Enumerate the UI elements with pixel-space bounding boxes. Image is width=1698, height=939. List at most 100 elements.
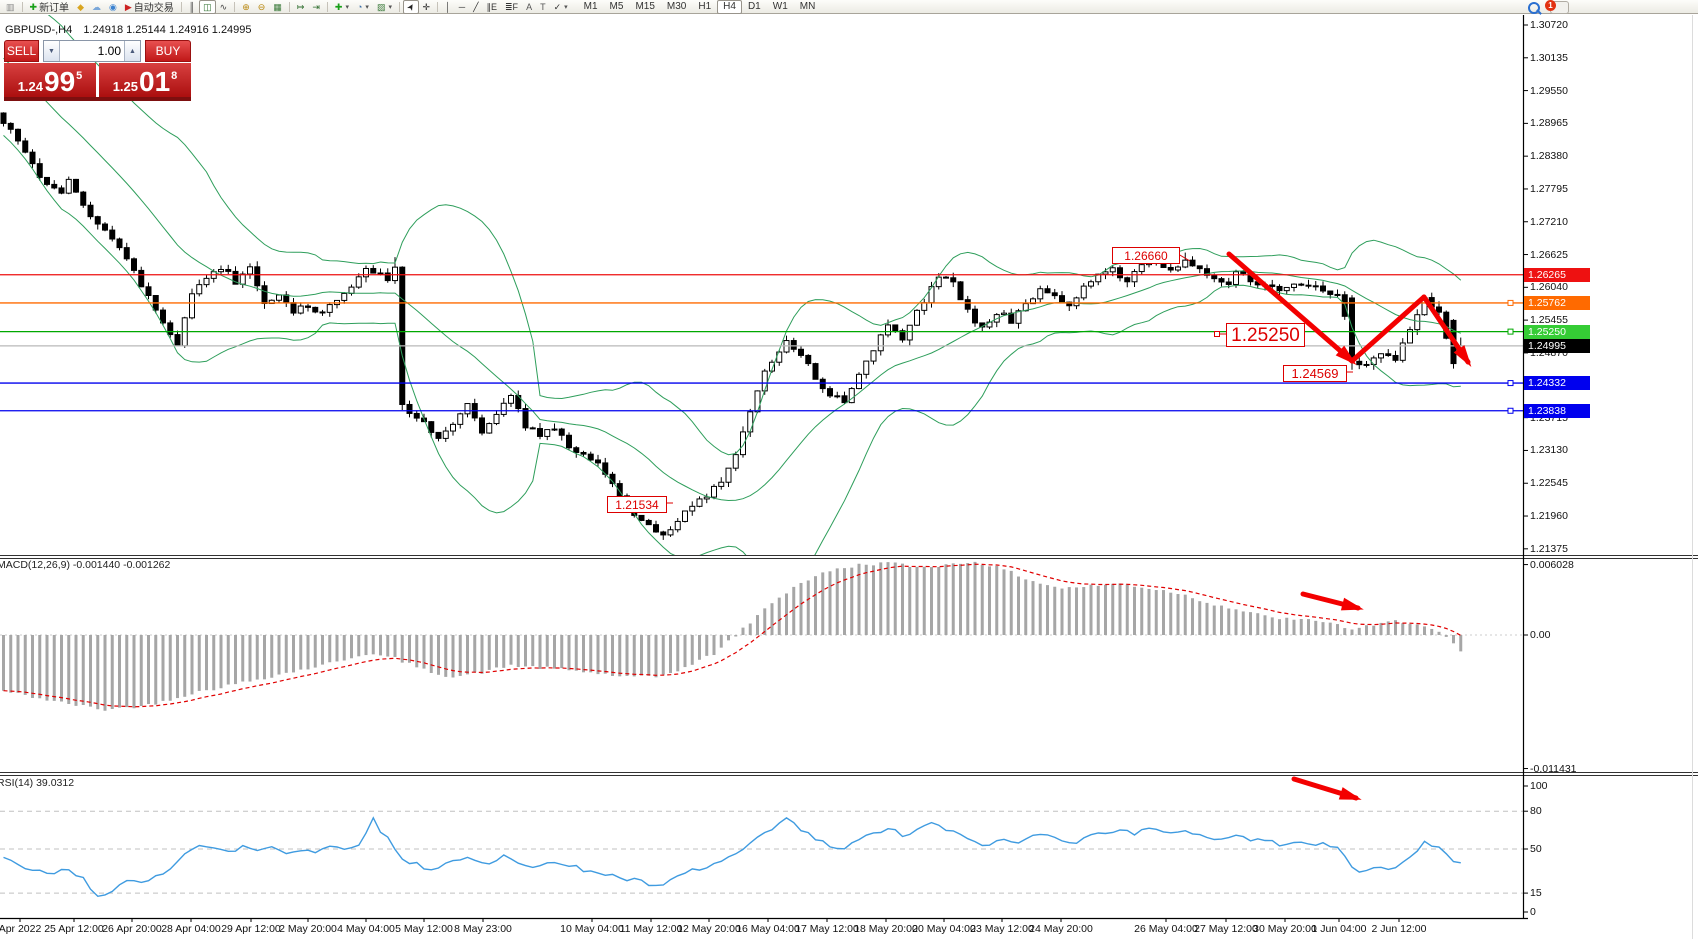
templates-button[interactable]: ▨ ▾ (373, 0, 396, 14)
indicators-button[interactable]: ✚ ▾ (331, 0, 353, 14)
chart-ohlc-values: 1.24918 1.25144 1.24916 1.24995 (83, 24, 252, 36)
trend-arrows (1226, 251, 1472, 801)
new-order-label: 新订单 (39, 3, 70, 14)
periods-dropdown-icon[interactable]: ▾ (365, 3, 369, 11)
arrows-dropdown-icon[interactable]: ▾ (564, 3, 568, 11)
channel-icon: ∥E (486, 1, 498, 12)
timeframe-h1[interactable]: H1 (698, 1, 712, 12)
text-label-icon: T (540, 1, 546, 12)
bollinger-upper (47, 15, 1462, 456)
volume-increase-button[interactable]: ▲ (124, 41, 140, 61)
indicators-dropdown-icon[interactable]: ▾ (345, 3, 349, 11)
volume-stepper: ▼ ▲ (43, 40, 141, 62)
chart-shift-icon: ⇥ (312, 1, 320, 12)
rsi-pane (0, 810, 1523, 898)
one-click-trading-widget: SELL ▼ ▲ BUY 1.24 99 5 1.25 01 8 (4, 40, 191, 101)
toolbar: ▥ ✚ 新订单 ◆ ☁ ◉ ▶ 自动交易 ║ ◫ ∿ ⊕ ⊖ ▦ ↦ ⇥ ✚ ▾ ◔ ▾ ▨ ▾ ➤ ✛ │ ─ ╱ ∥E ≣F A T ✓ ▾… (0, 0, 1698, 14)
periods-icon: ◔ (356, 1, 363, 12)
auto-scroll-icon: ↦ (296, 1, 305, 12)
sell-price-pip: 5 (76, 70, 83, 82)
toolbar-separator (288, 1, 290, 12)
fibonacci-icon: ≣F (505, 1, 519, 12)
toolbar-separator (180, 1, 182, 12)
window-fragment-icon: ▥ (6, 1, 15, 12)
signal-button[interactable]: ◉ (105, 0, 121, 14)
sell-button[interactable]: SELL (4, 40, 39, 62)
buy-price-main: 01 (139, 66, 171, 98)
rsi-indicator-label: RSI(14) 39.0312 (0, 777, 75, 789)
trend-arrow-head (1453, 345, 1472, 367)
templates-icon: ▨ (376, 1, 386, 12)
window-fragment-button[interactable]: ▥ (2, 0, 19, 14)
trend-arrow-head (1338, 787, 1362, 800)
fibonacci-button[interactable]: ≣F (501, 0, 522, 14)
bollinger-middle (3, 57, 1461, 502)
zoom-out-button[interactable]: ⊖ (254, 0, 270, 14)
bar-chart-icon: ║ (188, 1, 196, 12)
cloud-icon: ☁ (91, 1, 101, 12)
buy-price-panel[interactable]: 1.25 01 8 (99, 63, 191, 97)
text-label-button[interactable]: T (536, 0, 550, 14)
line-chart-icon: ∿ (219, 1, 228, 12)
deposit-button[interactable]: ◆ (73, 0, 88, 14)
buy-button[interactable]: BUY (145, 40, 191, 62)
toolbar-separator (21, 1, 23, 12)
text-button[interactable]: A (522, 0, 536, 14)
channel-button[interactable]: ∥E (483, 0, 502, 14)
deposit-icon: ◆ (77, 1, 84, 12)
tile-windows-button[interactable]: ▦ (269, 0, 286, 14)
bollinger-bands (3, 15, 1462, 555)
trend-line-button[interactable]: ╱ (469, 0, 482, 14)
timeframe-bar: M1 M5 M15 M30 H1 H4 D1 W1 MN (578, 0, 822, 14)
price-annotation[interactable]: 1.25250 (1226, 323, 1305, 347)
new-order-button[interactable]: ✚ 新订单 (26, 0, 74, 15)
timeframe-h4[interactable]: H4 (717, 0, 742, 14)
bar-chart-button[interactable]: ║ (185, 0, 199, 14)
timeframe-m30[interactable]: M30 (666, 1, 687, 12)
new-order-icon: ✚ (29, 1, 38, 12)
trend-arrow (1349, 294, 1427, 364)
timeframe-w1[interactable]: W1 (772, 1, 788, 12)
cursor-button[interactable]: ➤ (402, 0, 419, 14)
templates-dropdown-icon[interactable]: ▾ (388, 3, 392, 11)
periods-button[interactable]: ◔ ▾ (353, 0, 373, 14)
timeframe-d1[interactable]: D1 (747, 1, 761, 12)
crosshair-button[interactable]: ✛ (419, 0, 435, 14)
chart-shift-button[interactable]: ⇥ (308, 0, 324, 14)
volume-input[interactable] (60, 41, 124, 61)
arrows-button[interactable]: ✓ ▾ (550, 0, 572, 14)
timeframe-mn[interactable]: MN (799, 1, 816, 12)
vertical-line-icon: │ (445, 1, 451, 12)
trend-arrow-head (1340, 597, 1364, 611)
chat-icon[interactable]: 1 (1545, 0, 1569, 14)
line-chart-button[interactable]: ∿ (216, 0, 232, 14)
volume-decrease-button[interactable]: ▼ (44, 41, 60, 61)
cursor-icon: ➤ (404, 0, 417, 13)
sell-price-panel[interactable]: 1.24 99 5 (4, 63, 96, 97)
toolbar-right-icons: 1 (1528, 0, 1569, 14)
arrows-icon: ✓ (553, 1, 562, 12)
zoom-in-button[interactable]: ⊕ (238, 0, 254, 14)
search-icon[interactable] (1528, 1, 1540, 14)
rsi-line (3, 816, 1461, 898)
price-annotation[interactable]: 1.24569 (1283, 365, 1347, 382)
chart-symbol-timeframe: GBPUSD-,H4 (5, 24, 73, 36)
cloud-button[interactable]: ☁ (88, 0, 105, 14)
sell-price-prefix: 1.24 (17, 79, 44, 94)
toolbar-separator (326, 1, 328, 12)
toolbar-separator (437, 1, 439, 12)
autotrade-button[interactable]: ▶ 自动交易 (121, 0, 178, 15)
price-annotation[interactable]: 1.21534 (607, 496, 667, 513)
bollinger-lower (3, 135, 1461, 555)
price-annotation[interactable]: 1.26660 (1112, 247, 1180, 264)
timeframe-m5[interactable]: M5 (609, 1, 624, 12)
auto-scroll-button[interactable]: ↦ (293, 0, 309, 14)
candlestick-chart-button[interactable]: ◫ (199, 0, 216, 14)
timeframe-m1[interactable]: M1 (583, 1, 598, 12)
horizontal-line-button[interactable]: ─ (455, 0, 469, 14)
vertical-line-button[interactable]: │ (441, 0, 455, 14)
autotrade-icon: ▶ (124, 1, 132, 12)
timeframe-m15[interactable]: M15 (635, 1, 655, 12)
